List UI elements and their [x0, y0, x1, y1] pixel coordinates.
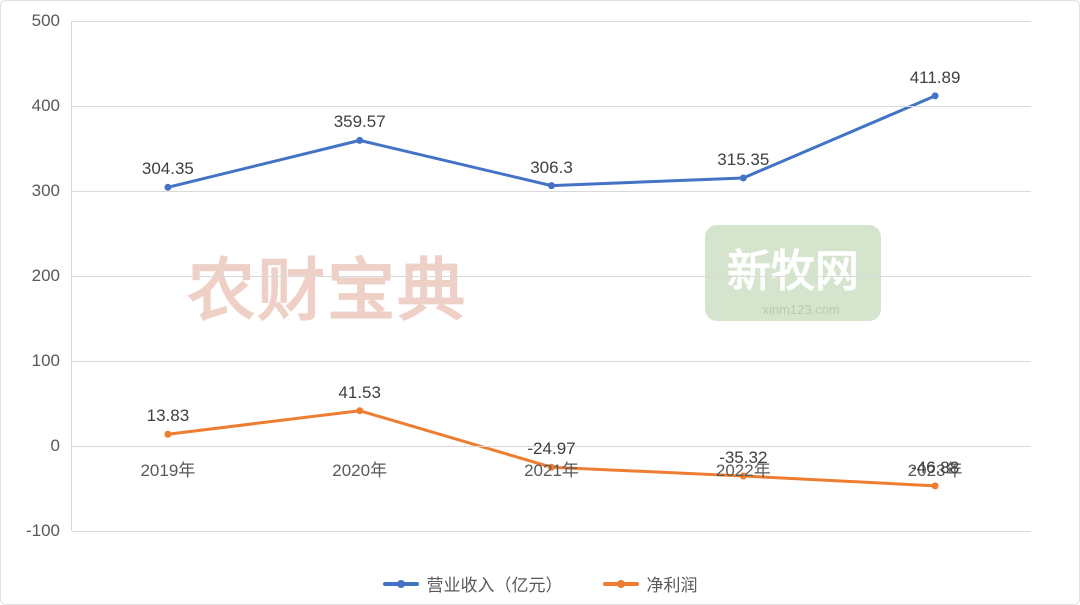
- series-marker: [356, 137, 363, 144]
- ytick-label: 300: [32, 181, 72, 201]
- gridline: [72, 531, 1031, 532]
- ytick-label: 100: [32, 351, 72, 371]
- legend-label-profit: 净利润: [647, 571, 698, 596]
- plot-area: 农财宝典 新牧网 xinm123.com -100010020030040050…: [71, 21, 1031, 531]
- legend-item-profit: 净利润: [603, 571, 698, 596]
- series-marker: [164, 184, 171, 191]
- xtick-label: 2020年: [332, 456, 387, 481]
- data-label: 304.35: [142, 159, 194, 179]
- gridline: [72, 191, 1031, 192]
- legend-item-revenue: 营业收入（亿元）: [383, 571, 563, 596]
- ytick-label: 500: [32, 11, 72, 31]
- series-marker: [356, 407, 363, 414]
- data-label: -24.97: [527, 439, 575, 459]
- data-label: 306.3: [530, 158, 573, 178]
- gridline: [72, 276, 1031, 277]
- xtick-label: 2019年: [140, 456, 195, 481]
- gridline: [72, 361, 1031, 362]
- series-marker: [548, 182, 555, 189]
- legend-swatch-profit: [603, 582, 639, 586]
- data-label: 41.53: [338, 383, 381, 403]
- gridline: [72, 21, 1031, 22]
- series-marker: [932, 92, 939, 99]
- series-marker: [932, 482, 939, 489]
- data-label: 359.57: [334, 112, 386, 132]
- legend-label-revenue: 营业收入（亿元）: [427, 571, 563, 596]
- ytick-label: 200: [32, 266, 72, 286]
- series-marker: [164, 431, 171, 438]
- ytick-label: -100: [26, 521, 72, 541]
- data-label: -35.32: [719, 448, 767, 468]
- gridline: [72, 106, 1031, 107]
- ytick-label: 0: [51, 436, 72, 456]
- data-label: 411.89: [910, 68, 961, 88]
- legend: 营业收入（亿元） 净利润: [1, 571, 1079, 596]
- data-label: 315.35: [717, 150, 769, 170]
- series-marker: [740, 174, 747, 181]
- line-chart: 农财宝典 新牧网 xinm123.com -100010020030040050…: [0, 0, 1080, 605]
- legend-swatch-revenue: [383, 582, 419, 586]
- xtick-label: 2021年: [524, 456, 579, 481]
- ytick-label: 400: [32, 96, 72, 116]
- data-label: -46.88: [911, 458, 959, 478]
- data-label: 13.83: [147, 406, 190, 426]
